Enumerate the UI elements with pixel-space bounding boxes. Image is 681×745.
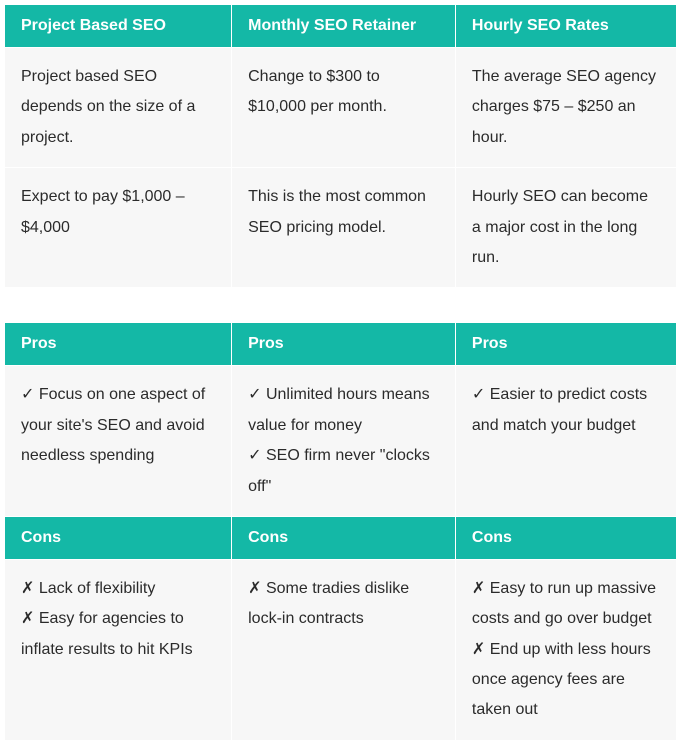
pricing-cell: Change to $300 to $10,000 per month. <box>232 48 456 168</box>
pricing-cell: Hourly SEO can become a major cost in th… <box>455 168 676 288</box>
con-item: ✗ End up with less hours once agency fee… <box>472 635 660 726</box>
pro-item: ✓ SEO firm never "clocks off" <box>248 441 439 502</box>
cons-cell: ✗ Easy to run up massive costs and go ov… <box>455 559 676 740</box>
col-header-hourly: Hourly SEO Rates <box>455 5 676 48</box>
seo-pricing-table: Project Based SEO Monthly SEO Retainer H… <box>4 4 677 741</box>
con-item: ✗ Easy to run up massive costs and go ov… <box>472 574 660 635</box>
col-header-monthly: Monthly SEO Retainer <box>232 5 456 48</box>
pro-item: ✓ Unlimited hours means value for money <box>248 380 439 441</box>
pricing-cell: This is the most common SEO pricing mode… <box>232 168 456 288</box>
pricing-cell: Expect to pay $1,000 – $4,000 <box>5 168 232 288</box>
pros-row: ✓ Focus on one aspect of your site's SEO… <box>5 366 677 517</box>
pricing-cell: The average SEO agency charges $75 – $25… <box>455 48 676 168</box>
cons-header: Cons <box>455 516 676 559</box>
con-item: ✗ Lack of flexibility <box>21 574 215 604</box>
pricing-cell: Project based SEO depends on the size of… <box>5 48 232 168</box>
section-gap <box>5 288 677 323</box>
cons-row: ✗ Lack of flexibility ✗ Easy for agencie… <box>5 559 677 740</box>
cons-header: Cons <box>5 516 232 559</box>
pricing-row: Project based SEO depends on the size of… <box>5 48 677 168</box>
cons-cell: ✗ Lack of flexibility ✗ Easy for agencie… <box>5 559 232 740</box>
pros-cell: ✓ Unlimited hours means value for money … <box>232 366 456 517</box>
cons-cell: ✗ Some tradies dislike lock-in contracts <box>232 559 456 740</box>
header-row-pros: Pros Pros Pros <box>5 323 677 366</box>
header-row-cons: Cons Cons Cons <box>5 516 677 559</box>
pros-header: Pros <box>5 323 232 366</box>
pro-item: ✓ Easier to predict costs and match your… <box>472 380 660 441</box>
pricing-row: Expect to pay $1,000 – $4,000 This is th… <box>5 168 677 288</box>
con-item: ✗ Some tradies dislike lock-in contracts <box>248 574 439 635</box>
pros-header: Pros <box>455 323 676 366</box>
pro-item: ✓ Focus on one aspect of your site's SEO… <box>21 380 215 471</box>
cons-header: Cons <box>232 516 456 559</box>
pros-header: Pros <box>232 323 456 366</box>
col-header-project: Project Based SEO <box>5 5 232 48</box>
pros-cell: ✓ Easier to predict costs and match your… <box>455 366 676 517</box>
pros-cell: ✓ Focus on one aspect of your site's SEO… <box>5 366 232 517</box>
header-row-pricing: Project Based SEO Monthly SEO Retainer H… <box>5 5 677 48</box>
con-item: ✗ Easy for agencies to inflate results t… <box>21 604 215 665</box>
